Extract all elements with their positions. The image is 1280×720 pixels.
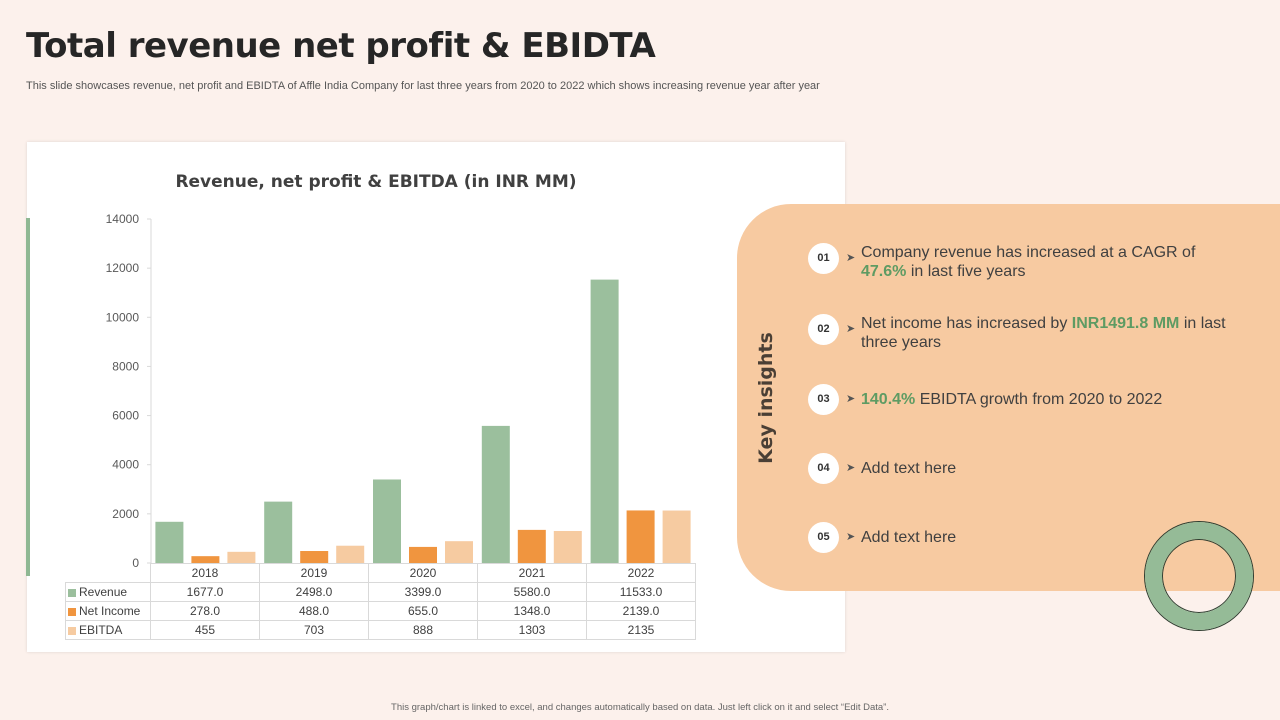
table-cell: 455	[150, 620, 260, 640]
bar-net-income	[517, 529, 546, 563]
key-insights-label: Key insights	[755, 332, 777, 464]
legend-revenue: Revenue	[65, 582, 151, 602]
bar-revenue	[590, 279, 619, 563]
slide-subtitle: This slide showcases revenue, net profit…	[26, 80, 820, 92]
bar-chart[interactable]: 0 2000 4000 6000 8000 10000 12000 14000	[27, 142, 845, 652]
y-tick-label: 4000	[112, 458, 139, 472]
insight-text-part: in last three years	[861, 315, 1226, 351]
table-year: 2018	[150, 563, 260, 583]
insight-number: 02	[808, 314, 839, 345]
chart-title: Revenue, net profit & EBITDA (in INR MM)	[175, 172, 577, 192]
table-cell: 488.0	[259, 601, 369, 621]
chevron-right-icon: ➤	[846, 323, 856, 335]
table-year: 2020	[368, 563, 478, 583]
legend-label: Net Income	[79, 604, 141, 618]
insight-highlight: 47.6%	[861, 263, 907, 280]
table-year: 2019	[259, 563, 369, 583]
insight-text: 140.4% EBIDTA growth from 2020 to 2022	[861, 390, 1241, 409]
insight-highlight: INR1491.8 MM	[1071, 315, 1180, 332]
table-cell: 1348.0	[477, 601, 587, 621]
y-tick-label: 14000	[106, 212, 140, 226]
table-cell: 2139.0	[586, 601, 696, 621]
table-cell: 888	[368, 620, 478, 640]
table-cell: 11533.0	[586, 582, 696, 602]
table-row-revenue: Revenue 1677.0 2498.0 3399.0 5580.0 1153…	[65, 582, 696, 602]
y-tick-label: 6000	[112, 409, 139, 423]
legend-label: EBITDA	[79, 623, 123, 637]
table-cell: 278.0	[150, 601, 260, 621]
bar-net-income	[300, 551, 329, 563]
chevron-right-icon: ➤	[846, 393, 856, 405]
table-year: 2021	[477, 563, 587, 583]
legend-label: Revenue	[79, 585, 128, 599]
bar-net-income	[626, 510, 655, 563]
insight-number: 05	[808, 522, 839, 553]
slide-footer-note: This graph/chart is linked to excel, and…	[391, 702, 889, 713]
bar-ebitda	[662, 510, 691, 563]
table-cell: 2498.0	[259, 582, 369, 602]
table-cell: 5580.0	[477, 582, 587, 602]
legend-swatch-revenue	[68, 588, 76, 597]
table-cell: 3399.0	[368, 582, 478, 602]
table-row-ebitda: EBITDA 455 703 888 1303 2135	[65, 620, 696, 640]
bar-revenue	[373, 479, 401, 563]
chart-card[interactable]: Revenue, net profit & EBITDA (in INR MM)…	[27, 142, 845, 652]
insight-text: Add text here	[861, 528, 1241, 547]
table-year: 2022	[586, 563, 696, 583]
insight-text-part: in last five years	[906, 263, 1026, 280]
bar-revenue	[481, 425, 510, 563]
table-cell: 2135	[586, 620, 696, 640]
table-cell: 1677.0	[150, 582, 260, 602]
bar-ebitda	[227, 551, 256, 563]
insight-text-part: Add text here	[861, 529, 957, 546]
insight-text: Add text here	[861, 459, 1241, 478]
legend-swatch-ebitda	[68, 626, 76, 635]
table-cell: 655.0	[368, 601, 478, 621]
bar-ebitda	[553, 530, 582, 563]
insight-text: Net income has increased by INR1491.8 MM…	[861, 314, 1241, 352]
insight-text-part: Add text here	[861, 460, 957, 477]
bar-ebitda	[445, 541, 473, 563]
y-tick-label: 0	[132, 556, 139, 570]
table-row-net-income: Net Income 278.0 488.0 655.0 1348.0 2139…	[65, 601, 696, 621]
bar-revenue	[264, 501, 293, 563]
bar-revenue	[155, 521, 184, 563]
insight-number: 04	[808, 453, 839, 484]
bar-net-income	[191, 556, 220, 563]
table-cell: 703	[259, 620, 369, 640]
legend-net-income: Net Income	[65, 601, 151, 621]
accent-strip	[26, 218, 30, 576]
decorative-ring	[1145, 522, 1253, 630]
y-tick-label: 12000	[106, 261, 140, 275]
bar-net-income	[409, 546, 437, 563]
insight-number: 03	[808, 384, 839, 415]
insight-text-part: EBIDTA growth from 2020 to 2022	[915, 391, 1163, 408]
insight-text-part: Net income has increased by	[861, 315, 1072, 332]
chevron-right-icon: ➤	[846, 531, 856, 543]
legend-ebitda: EBITDA	[65, 620, 151, 640]
insight-text-part: Company revenue has increased at a CAGR …	[861, 244, 1196, 261]
insight-text: Company revenue has increased at a CAGR …	[861, 243, 1241, 281]
table-cell: 1303	[477, 620, 587, 640]
legend-swatch-net-income	[68, 607, 76, 616]
insight-number: 01	[808, 243, 839, 274]
table-corner	[66, 564, 151, 583]
insight-highlight: 140.4%	[861, 391, 916, 408]
bar-ebitda	[336, 545, 365, 563]
chevron-right-icon: ➤	[846, 462, 856, 474]
y-tick-label: 8000	[112, 359, 139, 373]
y-tick-label: 10000	[106, 310, 140, 324]
slide-title: Total revenue net profit & EBIDTA	[26, 26, 656, 66]
table-header-row: 2018 2019 2020 2021 2022	[66, 563, 696, 583]
y-tick-label: 2000	[112, 507, 139, 521]
chevron-right-icon: ➤	[846, 252, 856, 264]
chart-data-table: 2018 2019 2020 2021 2022 Revenue 1677.0 …	[65, 563, 696, 640]
